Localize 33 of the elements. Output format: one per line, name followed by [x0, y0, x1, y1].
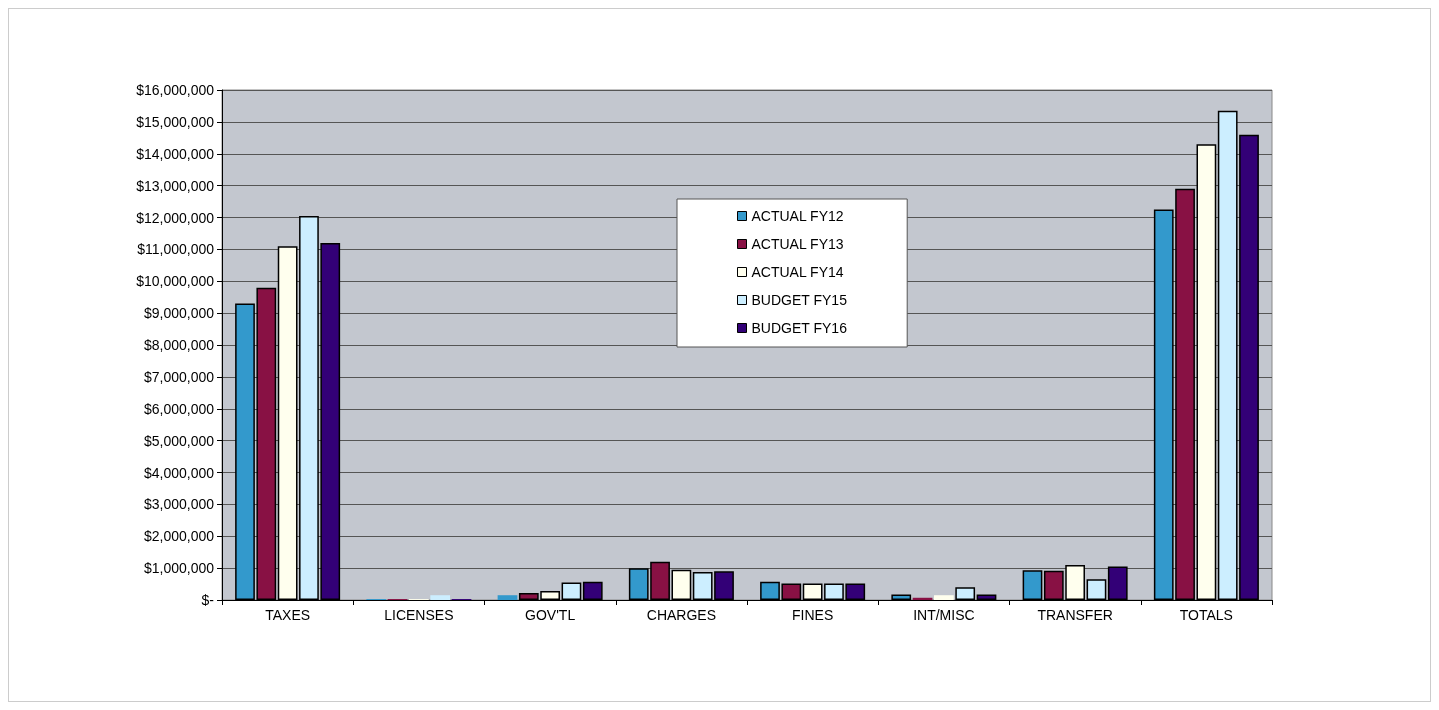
y-tick-label: $14,000,000	[136, 145, 215, 162]
y-tick-label: $12,000,000	[136, 209, 215, 226]
x-tick-label: GOV'TL	[525, 607, 576, 623]
legend-label: ACTUAL FY14	[751, 264, 844, 280]
bar	[430, 595, 451, 600]
x-tick-label: LICENSES	[384, 607, 454, 623]
y-tick-label: $15,000,000	[136, 113, 215, 130]
legend-label: ACTUAL FY12	[751, 208, 844, 224]
y-tick-label: $2,000,000	[143, 528, 215, 545]
y-tick-label: $13,000,000	[136, 177, 215, 194]
x-tick-label: INT/MISC	[913, 607, 975, 623]
y-tick-label: $-	[201, 592, 215, 608]
legend-label: ACTUAL FY13	[751, 236, 844, 252]
x-tick-label: CHARGES	[646, 607, 716, 623]
bar	[497, 595, 518, 600]
y-tick-label: $7,000,000	[143, 368, 215, 385]
y-tick-label: $4,000,000	[143, 464, 215, 481]
x-tick-label: FINES	[792, 607, 834, 623]
y-tick-label: $1,000,000	[143, 560, 215, 577]
bar	[934, 595, 954, 600]
legend-label: BUDGET FY16	[751, 320, 848, 336]
y-tick-label: $16,000,000	[136, 82, 215, 98]
y-tick-label: $9,000,000	[143, 305, 215, 322]
x-tick-label: TAXES	[265, 607, 311, 623]
legend-label: BUDGET FY15	[751, 292, 848, 308]
y-tick-label: $6,000,000	[143, 400, 215, 417]
x-tick-label: TOTALS	[1179, 607, 1233, 623]
x-tick-label: TRANSFER	[1037, 607, 1113, 623]
y-tick-label: $5,000,000	[143, 432, 215, 449]
y-tick-label: $10,000,000	[136, 273, 215, 290]
y-tick-label: $3,000,000	[143, 496, 215, 513]
y-tick-label: $11,000,000	[137, 241, 215, 258]
y-tick-label: $8,000,000	[143, 337, 215, 353]
